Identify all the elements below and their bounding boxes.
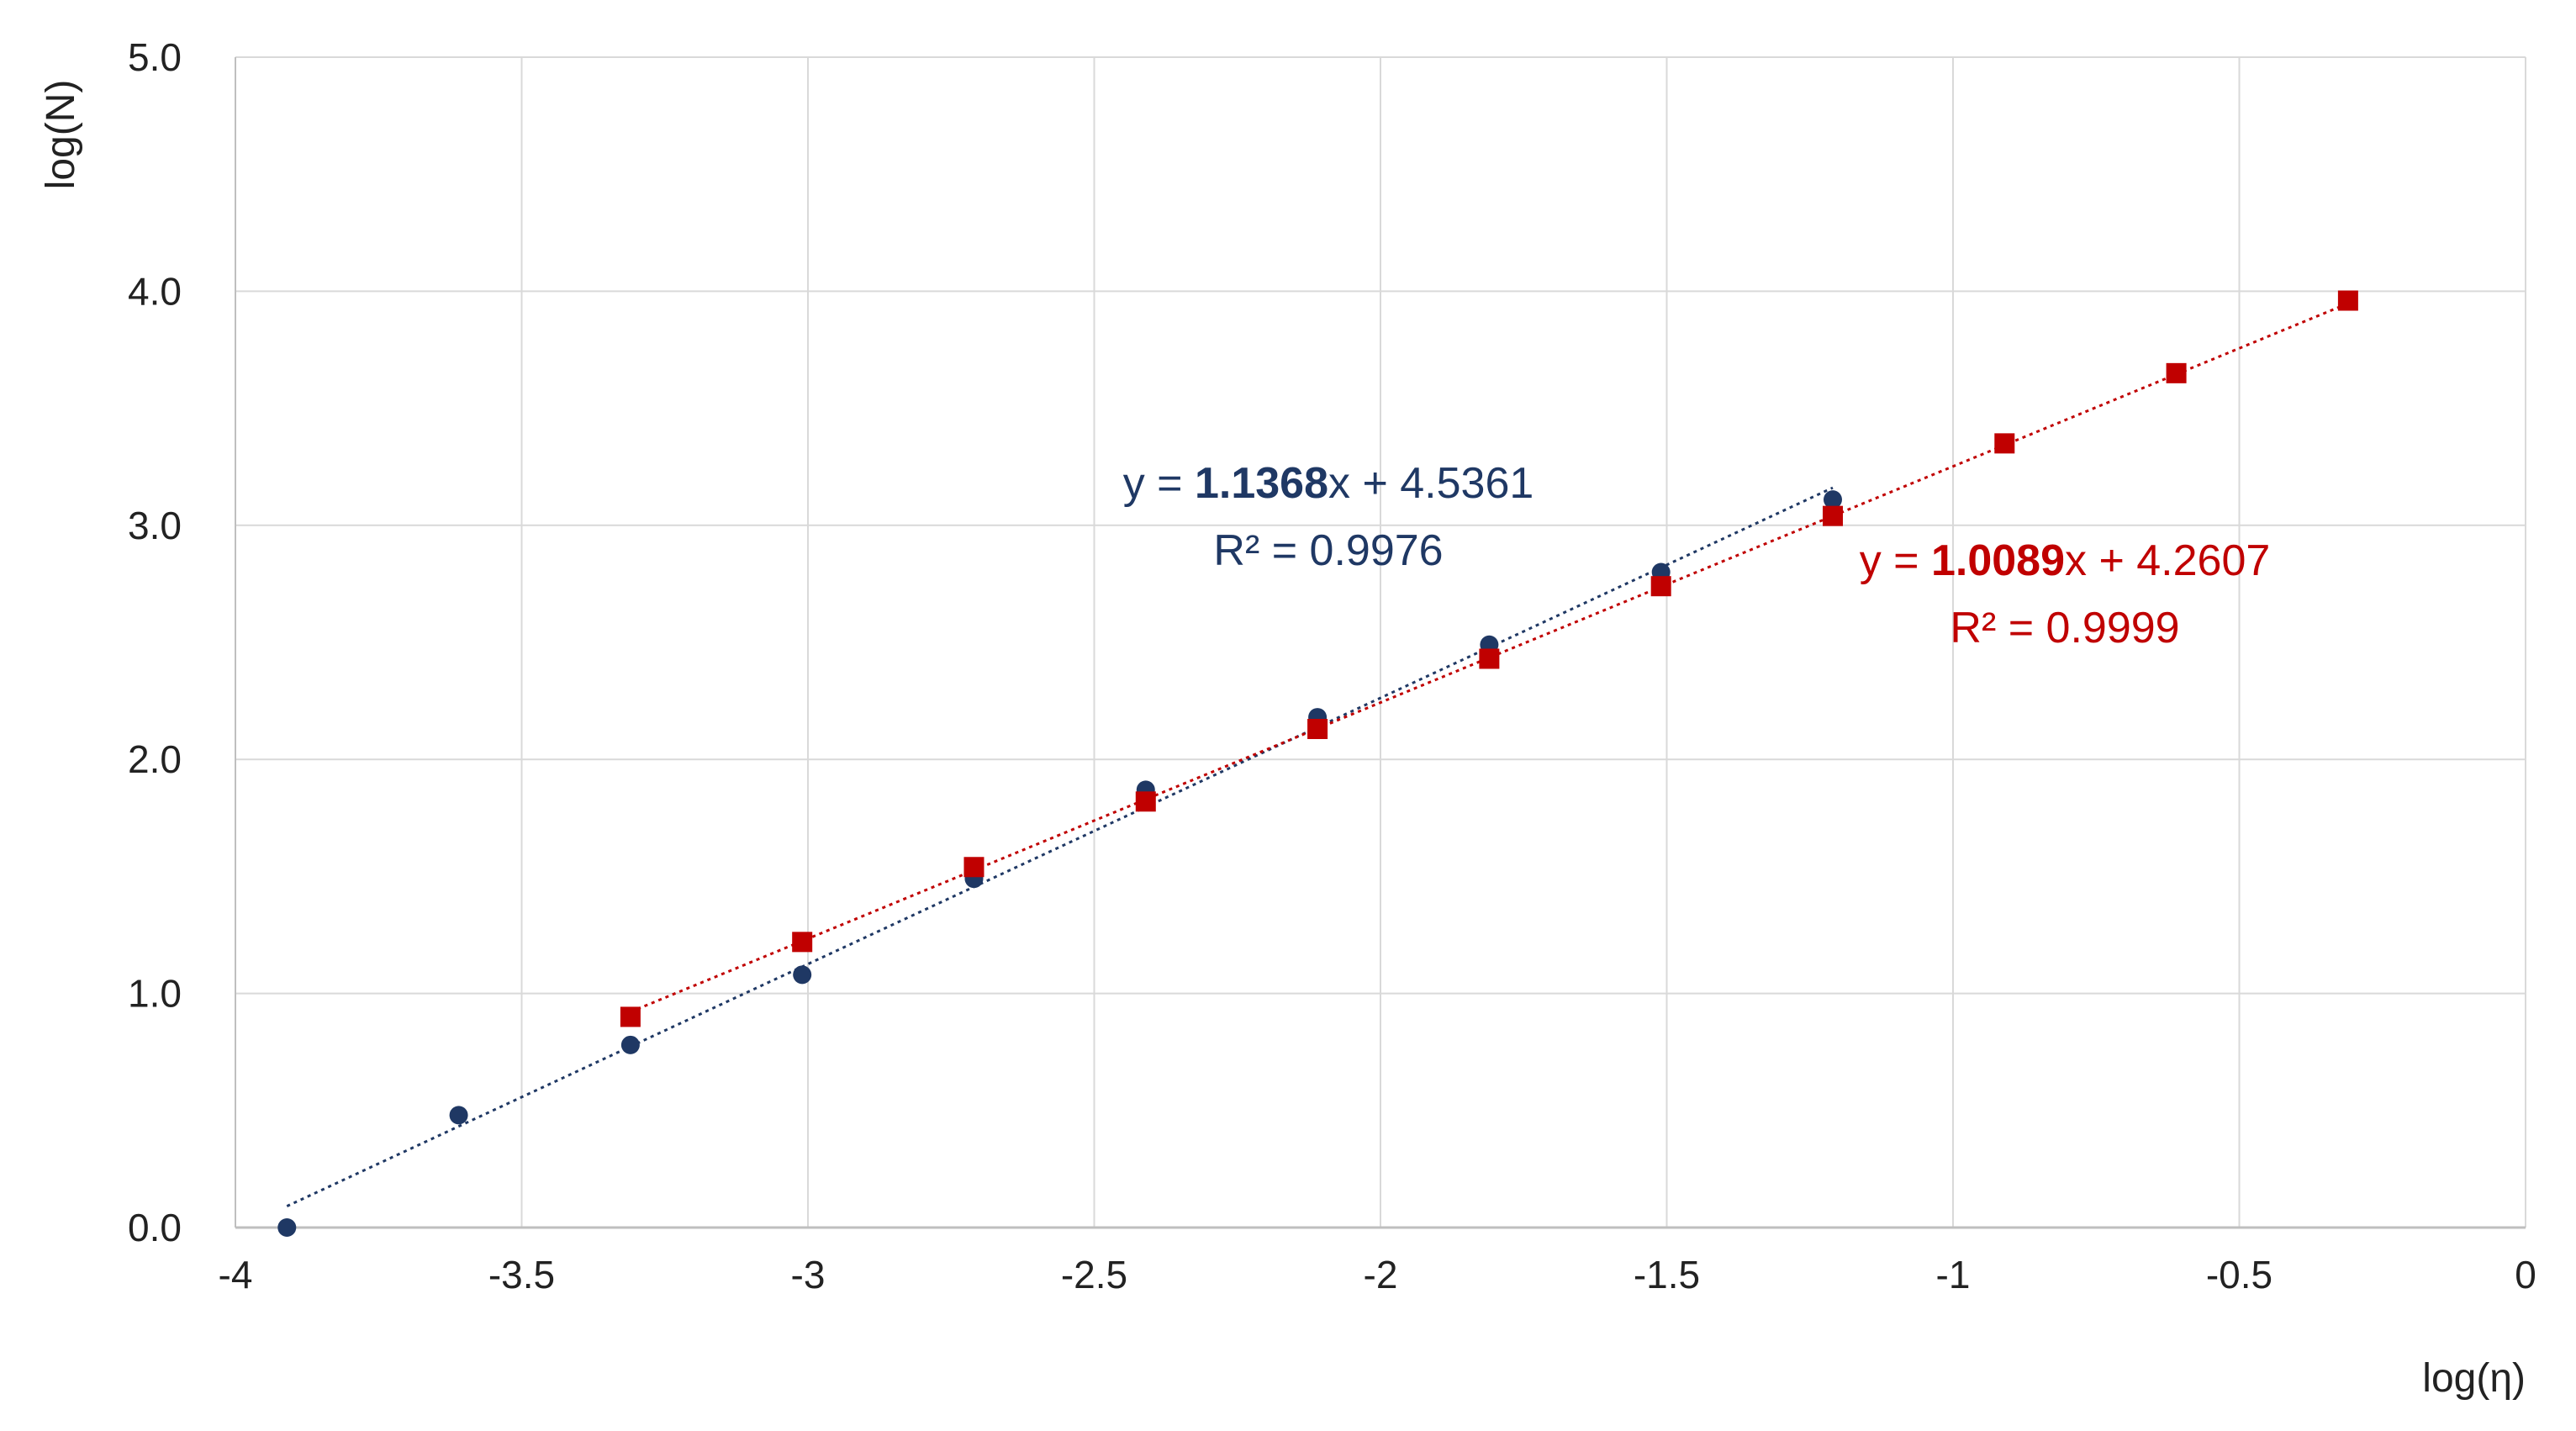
series-2-point-8 [1994, 433, 2015, 454]
series-2-equation-text: y = 1.0089x + 4.2607 [1860, 536, 2271, 585]
series-2-point-6 [1650, 576, 1671, 597]
series-2-point-1 [792, 932, 813, 953]
x-tick-labels: -4 -3.5 -3 -2.5 -2 -1.5 -1 -0.5 0 [219, 1253, 2536, 1296]
series-1-point-9 [1823, 490, 1842, 510]
series-2-point-10 [2337, 290, 2358, 311]
y-tick-label-5: 5.0 [128, 35, 182, 79]
x-tick-label-8: 0 [2515, 1253, 2536, 1296]
y-tick-label-1: 1.0 [128, 972, 182, 1016]
series-2-equation: y = 1.0089x + 4.2607 R² = 0.9999 [1860, 536, 2271, 652]
series-2-point-0 [620, 1006, 641, 1027]
series-2-point-2 [963, 857, 984, 878]
series-2-point-7 [1822, 505, 1843, 526]
series-2-point-9 [2166, 362, 2187, 383]
series-1-slope: 1.1368 [1195, 459, 1328, 508]
grid [235, 56, 2526, 1228]
y-tick-label-4: 4.0 [128, 269, 182, 313]
series-1-equation-text: y = 1.1368x + 4.5361 [1123, 459, 1534, 508]
y-tick-label-3: 3.0 [128, 504, 182, 547]
y-axis-label: log(N) [39, 80, 83, 190]
trendlines [286, 302, 2349, 1207]
x-tick-label-1: -3.5 [488, 1253, 555, 1296]
y-tick-label-0: 0.0 [128, 1206, 182, 1249]
series-2-equation-prefix: y = [1860, 536, 1931, 585]
x-axis-label: log(η) [2422, 1356, 2526, 1401]
series-1-trendline [286, 486, 1834, 1207]
x-tick-label-5: -1.5 [1634, 1253, 1700, 1296]
axes [235, 57, 2526, 1229]
y-tick-label-2: 2.0 [128, 737, 182, 781]
series-2-slope: 1.0089 [1931, 536, 2065, 585]
x-tick-label-6: -1 [1936, 1253, 1971, 1296]
series-1-point-1 [449, 1106, 468, 1125]
series-1-r-squared: R² = 0.9976 [1213, 526, 1443, 575]
series-2-point-4 [1307, 719, 1328, 740]
x-tick-label-4: -2 [1364, 1253, 1398, 1296]
series-2-point-3 [1135, 791, 1156, 812]
series-2-equation-suffix: x + 4.2607 [2065, 536, 2270, 585]
y-tick-labels: 0.0 1.0 2.0 3.0 4.0 5.0 [128, 35, 182, 1249]
x-tick-label-2: -3 [791, 1253, 826, 1296]
data-points [277, 290, 2358, 1237]
series-1-point-0 [277, 1218, 297, 1237]
series-1-point-2 [620, 1035, 640, 1054]
x-tick-label-0: -4 [219, 1253, 253, 1296]
x-tick-label-3: -2.5 [1061, 1253, 1127, 1296]
series-1-equation-prefix: y = [1123, 459, 1195, 508]
series-1-equation-suffix: x + 4.5361 [1328, 459, 1533, 508]
x-tick-label-7: -0.5 [2206, 1253, 2272, 1296]
series-2-point-5 [1479, 648, 1500, 669]
series-1-point-3 [793, 965, 812, 985]
series-2-r-squared: R² = 0.9999 [1950, 604, 2179, 652]
series-1-equation: y = 1.1368x + 4.5361 R² = 0.9976 [1123, 459, 1534, 575]
